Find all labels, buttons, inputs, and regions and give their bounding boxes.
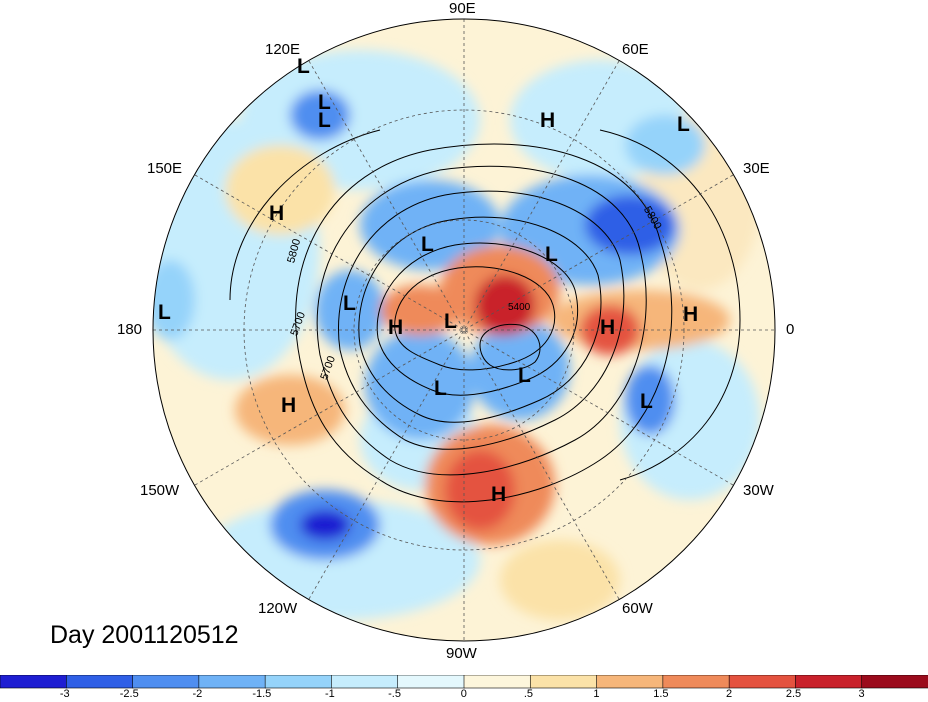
low-center: L bbox=[297, 55, 310, 78]
lon-label-0: 0 bbox=[786, 321, 795, 338]
graticule bbox=[153, 19, 775, 641]
colorbar-swatch bbox=[861, 675, 928, 689]
low-center: L bbox=[343, 292, 356, 315]
colorbar-tick-label: 1.5 bbox=[653, 688, 669, 700]
high-center: H bbox=[491, 483, 507, 506]
colorbar-swatch bbox=[132, 675, 200, 689]
colorbar-tick-label: 3 bbox=[858, 688, 865, 700]
colorbar-swatch bbox=[662, 675, 730, 689]
colorbar-tick-label: 0 bbox=[460, 688, 467, 700]
low-center: L bbox=[518, 364, 531, 387]
colorbar-swatch bbox=[596, 675, 664, 689]
high-center: H bbox=[269, 202, 285, 225]
colorbar-swatch bbox=[331, 675, 399, 689]
lon-label-120e: 120E bbox=[265, 41, 301, 58]
colorbar-tick-label: .5 bbox=[523, 688, 534, 700]
low-center: L bbox=[677, 113, 690, 136]
low-center: L bbox=[318, 91, 331, 114]
colorbar-swatch bbox=[65, 675, 134, 689]
low-center: L bbox=[545, 243, 558, 266]
colorbar-tick-label: 1 bbox=[593, 688, 600, 700]
colorbar bbox=[0, 675, 928, 689]
lon-label-30e: 30E bbox=[743, 160, 770, 177]
low-center: L bbox=[421, 233, 434, 256]
high-center: H bbox=[540, 109, 556, 132]
lon-label-120w: 120W bbox=[258, 600, 298, 617]
colorbar-tick-label: -2 bbox=[192, 688, 203, 700]
colorbar-tick-label: 2.5 bbox=[785, 688, 802, 700]
lon-label-60w: 60W bbox=[622, 600, 653, 617]
height-contours bbox=[229, 129, 741, 503]
colorbar-tick-label: -1 bbox=[325, 688, 335, 700]
colorbar-tick-label: -.5 bbox=[388, 688, 401, 700]
colorbar-swatch bbox=[463, 675, 532, 689]
colorbar-swatch bbox=[198, 675, 266, 689]
colorbar-swatch bbox=[529, 675, 598, 689]
colorbar-tick-label: 2 bbox=[725, 688, 733, 700]
colorbar-swatch bbox=[795, 675, 863, 689]
high-center: H bbox=[600, 316, 616, 339]
high-center: H bbox=[683, 303, 699, 326]
colorbar-swatch bbox=[264, 675, 333, 689]
lon-label-180: 180 bbox=[117, 321, 143, 338]
low-center: L bbox=[434, 377, 447, 400]
colorbar-tick-label: -2.5 bbox=[119, 688, 139, 700]
low-center: L bbox=[158, 301, 171, 324]
low-center: L bbox=[640, 390, 653, 413]
colorbar-swatch bbox=[397, 675, 465, 689]
low-center: L bbox=[444, 310, 457, 333]
lon-label-150e: 150E bbox=[147, 160, 183, 177]
colorbar-swatch bbox=[0, 675, 68, 689]
colorbar-tick-label: -3 bbox=[59, 688, 70, 700]
map-border bbox=[152, 18, 776, 642]
day-title: Day 2001120512 bbox=[50, 621, 239, 649]
colorbar-swatch bbox=[728, 675, 797, 689]
lon-label-90e: 90E bbox=[449, 0, 476, 17]
high-center: H bbox=[388, 316, 404, 339]
lon-label-150w: 150W bbox=[140, 482, 180, 499]
colorbar-tick-label: -1.5 bbox=[252, 688, 272, 700]
contour-label: 5400 bbox=[508, 302, 531, 313]
low-center: L bbox=[318, 109, 331, 132]
lon-label-60e: 60E bbox=[622, 41, 649, 58]
lon-label-30w: 30W bbox=[743, 482, 774, 499]
high-center: H bbox=[281, 394, 297, 417]
lon-label-90w: 90W bbox=[446, 645, 477, 662]
